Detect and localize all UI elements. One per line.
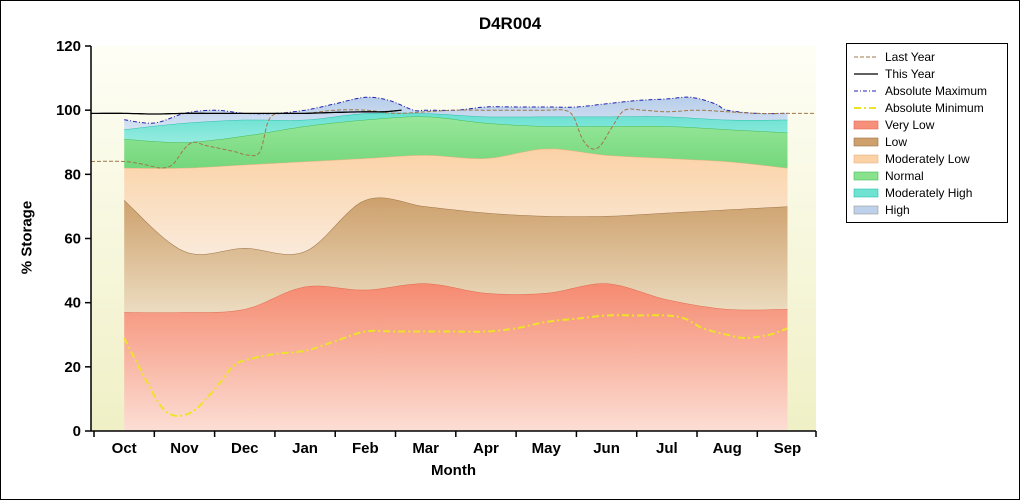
series-last-year [91, 108, 815, 169]
legend-label: Moderately High [885, 185, 973, 200]
legend-item-moderately-low: Moderately Low [853, 150, 1001, 167]
band-moderately-high [124, 112, 788, 143]
legend-marker [853, 154, 879, 163]
y-tick-label: 40 [64, 295, 81, 312]
legend-item-low: Low [853, 133, 1001, 150]
legend-label: Low [885, 134, 908, 149]
legend-label: Very Low [885, 117, 935, 132]
chart-title: D4R004 [478, 14, 542, 33]
legend-label: High [885, 202, 910, 217]
x-tick-label: Sep [774, 440, 802, 457]
band-very-low [124, 283, 788, 431]
lines-group [91, 96, 815, 417]
legend-item-absolute-maximum: Absolute Maximum [853, 82, 1001, 99]
x-tick-label: Aug [713, 440, 742, 457]
x-tick-label: Dec [231, 440, 259, 457]
legend-label: Moderately Low [885, 151, 970, 166]
bands-group [123, 97, 788, 431]
legend-item-high: High [853, 201, 1001, 218]
legend-item-moderately-high: Moderately High [853, 184, 1001, 201]
band-normal [124, 116, 788, 169]
x-tick-label: Jun [593, 440, 620, 457]
x-tick-label: Mar [412, 440, 439, 457]
x-tick-label: Oct [112, 440, 137, 457]
legend-label: Normal [885, 168, 924, 183]
legend-label: Absolute Maximum [885, 83, 988, 98]
y-tick-label: 0 [73, 423, 81, 440]
y-tick-label: 60 [64, 231, 81, 248]
legend-marker [854, 72, 878, 75]
y-tick-label: 120 [56, 38, 81, 55]
x-tick-label: Jul [656, 440, 678, 457]
legend-marker [854, 56, 878, 57]
legend-marker [853, 120, 879, 129]
y-tick-label: 20 [64, 359, 81, 376]
legend-item-normal: Normal [853, 167, 1001, 184]
band-low [124, 197, 788, 313]
y-tick-label: 80 [64, 166, 81, 183]
x-tick-label: Nov [170, 440, 199, 457]
x-tick-label: Feb [352, 440, 379, 457]
y-tick-label: 100 [56, 102, 81, 119]
legend-marker [854, 90, 878, 91]
band-high [124, 97, 788, 130]
legend: Last Year This Year Absolute Maximum Absolu… [846, 43, 1008, 223]
x-tick-label: May [532, 440, 562, 457]
legend-label: This Year [885, 66, 936, 81]
series-absolute-maximum [124, 96, 788, 124]
legend-item-last-year: Last Year [853, 48, 1001, 65]
legend-item-this-year: This Year [853, 65, 1001, 82]
legend-marker [853, 137, 879, 146]
x-tick-label: Apr [473, 440, 499, 457]
axes-group: 0 20 40 60 80 100 120 Oct Nov Dec Jan Feb Mar Apr May J… [56, 38, 817, 457]
band-moderately-low [124, 148, 788, 255]
legend-label: Absolute Minimum [885, 100, 984, 115]
legend-marker [853, 205, 879, 214]
series-this-year [91, 109, 402, 115]
legend-item-absolute-minimum: Absolute Minimum [853, 99, 1001, 116]
legend-label: Last Year [885, 49, 936, 64]
legend-marker [853, 188, 879, 197]
legend-item-very-low: Very Low [853, 116, 1001, 133]
x-tick-label: Jan [292, 440, 318, 457]
x-axis-label: Month [431, 462, 476, 479]
legend-marker [854, 106, 878, 109]
legend-marker [853, 171, 879, 180]
